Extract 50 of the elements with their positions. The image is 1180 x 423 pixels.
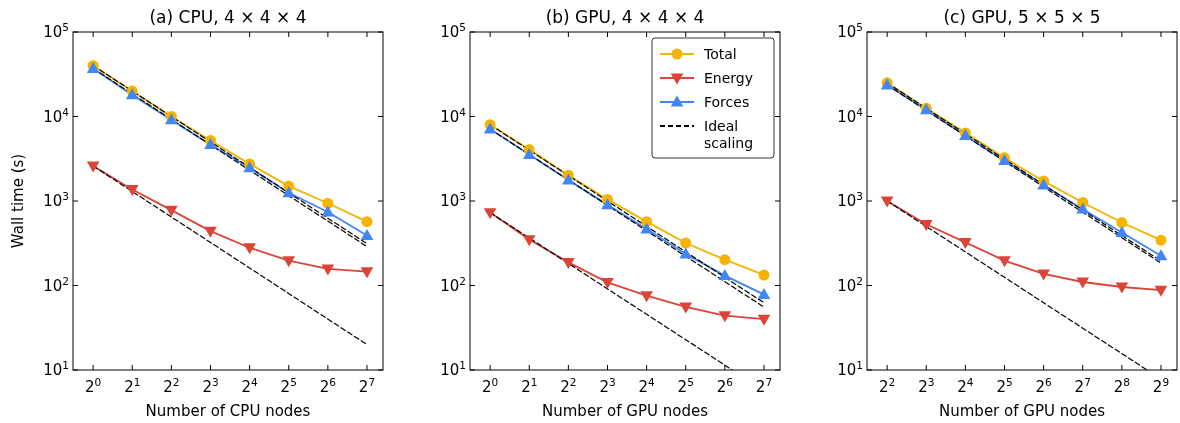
y-tick-label: 10$^{3}$ xyxy=(837,190,863,210)
y-tick-label: 10$^{5}$ xyxy=(43,21,69,41)
x-tick-label: 2$^{1}$ xyxy=(521,376,538,396)
y-tick-label: 10$^{4}$ xyxy=(837,105,864,126)
x-tick-label: 2$^{5}$ xyxy=(996,376,1013,396)
x-tick-label: 2$^{8}$ xyxy=(1113,376,1130,396)
x-tick-label: 2$^{2}$ xyxy=(560,376,577,396)
x-axis-title: Number of GPU nodes xyxy=(939,402,1106,420)
x-tick-label: 2$^{7}$ xyxy=(755,376,773,396)
y-tick-label: 10$^{1}$ xyxy=(43,359,69,379)
x-tick-label: 2$^{7}$ xyxy=(358,376,376,396)
y-axis-title: Wall time (s) xyxy=(9,153,27,249)
x-tick-label: 2$^{5}$ xyxy=(677,376,694,396)
x-tick-label: 2$^{0}$ xyxy=(482,376,499,396)
x-tick-label: 2$^{9}$ xyxy=(1152,376,1170,396)
legend-label: Total xyxy=(703,46,737,62)
y-tick-label: 10$^{2}$ xyxy=(43,274,69,295)
x-axis-title: Number of CPU nodes xyxy=(145,402,311,420)
x-tick-label: 2$^{7}$ xyxy=(1074,376,1091,396)
x-tick-label: 2$^{5}$ xyxy=(280,376,297,396)
y-tick-label: 10$^{1}$ xyxy=(440,359,466,379)
x-tick-label: 2$^{4}$ xyxy=(957,376,974,396)
x-tick-label: 2$^{2}$ xyxy=(163,376,180,396)
y-tick-label: 10$^{5}$ xyxy=(837,21,863,41)
chart-title: (c) GPU, 5 × 5 × 5 xyxy=(943,7,1101,27)
y-tick-label: 10$^{2}$ xyxy=(837,274,863,295)
x-tick-label: 2$^{4}$ xyxy=(241,376,259,396)
chart-title: (a) CPU, 4 × 4 × 4 xyxy=(149,7,307,27)
x-tick-label: 2$^{2}$ xyxy=(879,376,896,396)
y-tick-label: 10$^{4}$ xyxy=(43,105,70,126)
x-tick-label: 2$^{6}$ xyxy=(1035,376,1053,396)
y-tick-label: 10$^{4}$ xyxy=(440,105,467,126)
x-tick-label: 2$^{0}$ xyxy=(85,376,102,396)
y-tick-label: 10$^{5}$ xyxy=(440,21,466,41)
x-tick-label: 2$^{3}$ xyxy=(918,376,935,396)
y-tick-label: 10$^{2}$ xyxy=(440,274,466,295)
x-axis-title: Number of GPU nodes xyxy=(542,402,709,420)
x-tick-label: 2$^{6}$ xyxy=(319,376,337,396)
legend-label: Ideal scaling xyxy=(704,118,754,151)
x-tick-label: 2$^{3}$ xyxy=(599,376,616,396)
y-tick-label: 10$^{3}$ xyxy=(43,190,69,210)
x-tick-label: 2$^{4}$ xyxy=(638,376,656,396)
legend-label: Energy xyxy=(704,70,754,86)
x-tick-label: 2$^{3}$ xyxy=(202,376,219,396)
y-tick-label: 10$^{1}$ xyxy=(837,359,863,379)
x-tick-label: 2$^{1}$ xyxy=(124,376,141,396)
chart-title: (b) GPU, 4 × 4 × 4 xyxy=(545,7,705,27)
y-tick-label: 10$^{3}$ xyxy=(440,190,466,210)
x-tick-label: 2$^{6}$ xyxy=(716,376,734,396)
legend-label: Forces xyxy=(704,94,750,110)
